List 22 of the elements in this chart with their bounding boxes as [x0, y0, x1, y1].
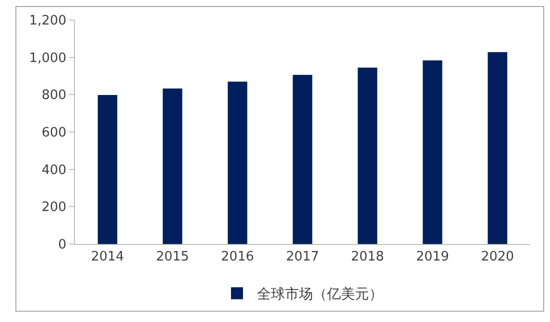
- x-tick-label: 2017: [286, 250, 320, 265]
- x-tick-label: 2016: [220, 250, 254, 265]
- bar: [488, 52, 508, 244]
- y-tick-label: 1,200: [29, 14, 66, 29]
- y-tick-label: 1,000: [29, 50, 66, 66]
- y-tick-label: 0: [58, 238, 66, 253]
- y-tick-label: 800: [42, 88, 66, 104]
- bar: [292, 74, 312, 244]
- bar: [358, 68, 378, 244]
- bar: [228, 82, 248, 244]
- x-tick-label: 2019: [416, 250, 450, 265]
- legend-label: 全球市场（亿美元）: [257, 286, 383, 303]
- x-tick-label: 2014: [90, 250, 124, 265]
- y-tick-label: 200: [42, 200, 66, 216]
- x-tick-label: 2015: [156, 250, 190, 265]
- x-tick-label: 2020: [480, 250, 514, 265]
- x-tick-label: 2018: [350, 250, 384, 265]
- bar: [162, 88, 182, 244]
- y-tick-label: 600: [42, 126, 66, 141]
- y-tick-label: 400: [42, 162, 66, 178]
- bar: [98, 95, 118, 244]
- bar: [422, 60, 442, 244]
